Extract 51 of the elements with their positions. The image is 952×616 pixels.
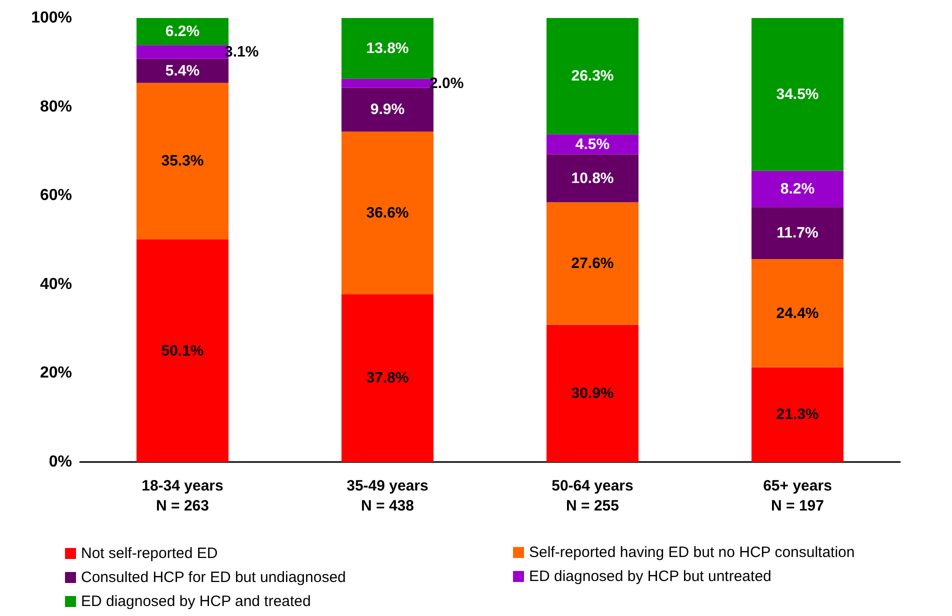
legend-label: ED diagnosed by HCP but untreated xyxy=(529,568,772,585)
bar xyxy=(752,170,844,208)
data-label: 30.9% xyxy=(571,384,614,402)
bar xyxy=(342,294,434,462)
x-tick-label: 18-34 years N = 263 xyxy=(142,478,224,514)
bar xyxy=(752,207,844,260)
y-tick-label: 80% xyxy=(40,98,72,116)
legend-label: ED diagnosed by HCP and treated xyxy=(81,593,311,610)
bar xyxy=(136,82,228,240)
bar xyxy=(752,18,844,171)
bar xyxy=(136,240,228,462)
y-tick-label: 100% xyxy=(31,10,72,26)
data-label: 11.7% xyxy=(776,224,818,242)
data-label: 35.3% xyxy=(161,152,204,170)
bar xyxy=(546,18,638,134)
bar xyxy=(752,259,844,368)
legend-label: Consulted HCP for ED but undiagnosed xyxy=(81,569,346,586)
data-label: 4.5% xyxy=(575,136,610,153)
bar xyxy=(546,324,638,462)
data-label: 5.4% xyxy=(165,62,200,80)
bar xyxy=(752,367,844,462)
data-label: 37.8% xyxy=(366,370,409,387)
y-tick-label: 20% xyxy=(40,364,72,382)
bar xyxy=(136,18,228,46)
legend-label: Self-reported having ED but no HCP consultation xyxy=(529,544,855,561)
bar xyxy=(342,18,434,79)
y-tick-label: 0% xyxy=(48,454,72,470)
data-label: 27.6% xyxy=(571,255,614,272)
data-label: 8.2% xyxy=(780,180,815,198)
x-tick-label: 50-64 years N = 255 xyxy=(552,478,634,514)
data-label: 13.8% xyxy=(366,40,409,57)
bar xyxy=(342,88,434,132)
data-label: 36.6% xyxy=(366,204,409,222)
y-tick-label: 60% xyxy=(40,187,72,204)
x-tick-label: 35-49 years N = 438 xyxy=(346,478,428,514)
data-label: 50.1% xyxy=(161,342,204,360)
legend-label: Not self-reported ED xyxy=(81,545,218,562)
data-label: 9.9% xyxy=(370,101,405,118)
bar xyxy=(546,134,638,154)
bar xyxy=(342,132,434,294)
x-tick-label: 65+ years N = 197 xyxy=(763,478,832,514)
bar xyxy=(136,58,228,83)
data-label: 34.5% xyxy=(776,86,819,103)
data-label: 24.4% xyxy=(776,304,819,322)
data-label: 21.3% xyxy=(776,406,819,424)
data-label: 26.3% xyxy=(571,68,614,85)
y-tick-label: 40% xyxy=(40,276,72,293)
data-label: 6.2% xyxy=(165,23,200,40)
bar xyxy=(546,154,638,202)
bar xyxy=(546,202,638,325)
data-label: 10.8% xyxy=(571,170,614,187)
